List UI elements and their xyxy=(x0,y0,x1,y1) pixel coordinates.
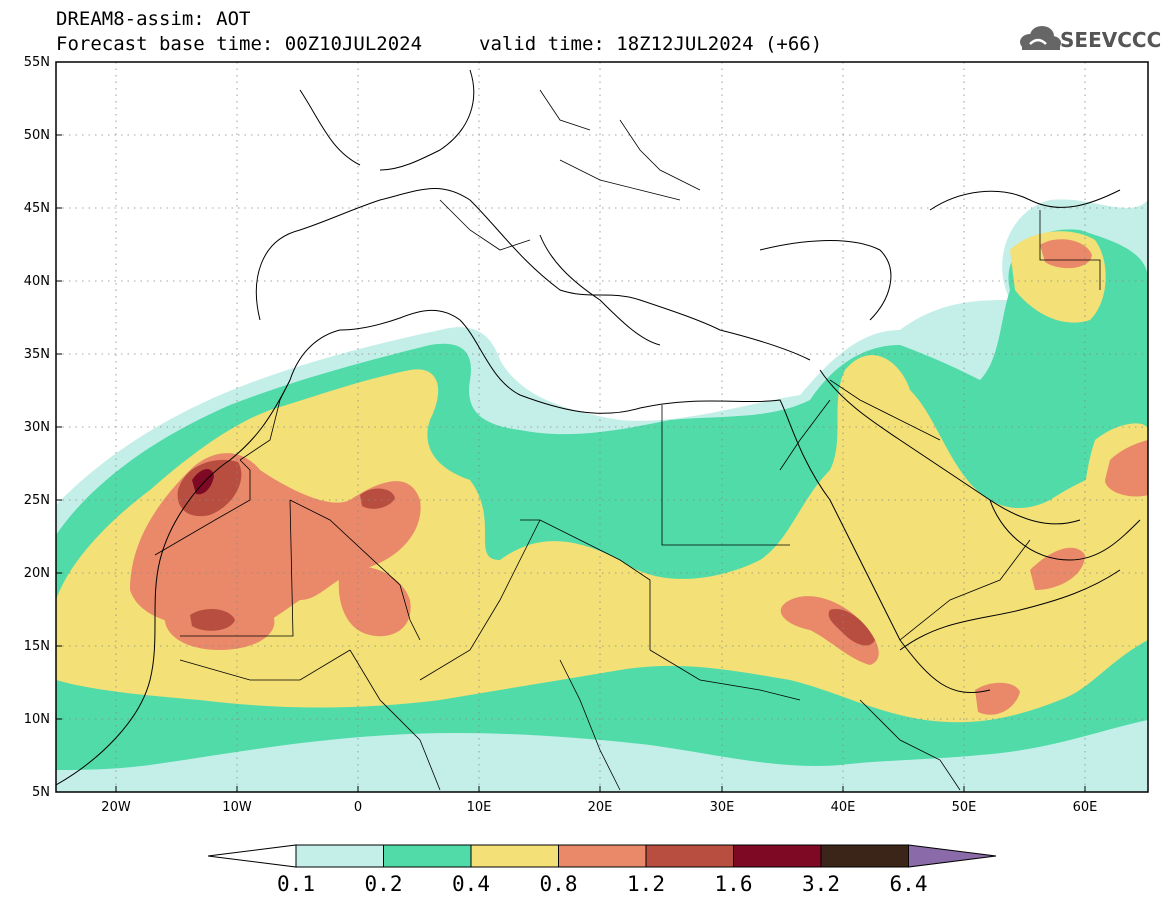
lon-label: 60E xyxy=(1073,800,1098,815)
aot-field xyxy=(56,62,1148,792)
lon-label: 20W xyxy=(101,800,131,815)
lon-axis xyxy=(115,786,1086,792)
lon-labels: 20W 10W 0 10E 20E 30E 40E 50E 60E xyxy=(101,800,1097,815)
aot-band-1.2-redsea xyxy=(828,609,875,646)
lat-label: 30N xyxy=(24,420,50,435)
aot-band-0.4 xyxy=(56,355,1148,723)
lat-label: 40N xyxy=(24,274,50,289)
lat-label: 5N xyxy=(32,785,50,800)
aot-band-1.6 xyxy=(192,469,214,495)
lon-label: 10E xyxy=(467,800,492,815)
lon-label: 50E xyxy=(952,800,977,815)
colorbar-label: 1.2 xyxy=(627,872,665,896)
colorbar-label: 0.8 xyxy=(540,872,578,896)
aot-band-1.2 xyxy=(177,459,242,517)
colorbar: 0.1 0.2 0.4 0.8 1.2 1.6 3.2 6.4 xyxy=(207,844,997,896)
lon-label: 40E xyxy=(831,800,856,815)
lon-label: 10W xyxy=(222,800,252,815)
colorbar-label: 1.6 xyxy=(715,872,753,896)
aot-band-0.8-algeria xyxy=(338,566,411,637)
logo xyxy=(1020,26,1061,50)
colorbar-box xyxy=(820,844,909,868)
colorbar-label: 6.4 xyxy=(890,872,928,896)
colorbar-label: 0.1 xyxy=(277,872,315,896)
aot-band-1.2-mauritania xyxy=(190,608,235,631)
lat-label: 15N xyxy=(24,639,50,654)
colorbar-label: 3.2 xyxy=(802,872,840,896)
colorbar-label: 0.4 xyxy=(452,872,490,896)
aot-band-1.2-algeria xyxy=(360,488,395,509)
lat-axis xyxy=(56,61,62,793)
cloud-icon xyxy=(1020,26,1061,50)
colorbar-under-arrow xyxy=(207,844,297,868)
coastlines xyxy=(56,69,1141,786)
lon-label: 20E xyxy=(588,800,613,815)
aot-band-0.8-redsea xyxy=(780,596,879,665)
lat-label: 35N xyxy=(24,347,50,362)
colorbar-box xyxy=(295,844,384,868)
lon-label: 30E xyxy=(710,800,735,815)
colorbar-box xyxy=(383,844,472,868)
lat-label: 55N xyxy=(24,55,50,70)
colorbar-box xyxy=(645,844,734,868)
aot-band-0.8-caspian xyxy=(1040,239,1092,269)
lat-labels: 55N 50N 45N 40N 35N 30N 25N 20N 15N 10N … xyxy=(24,55,50,800)
forecast-base-time: Forecast base time: 00Z10JUL2024 xyxy=(56,33,423,55)
map-title: DREAM8-assim: AOT xyxy=(56,8,251,30)
lat-lon-grid xyxy=(56,62,1148,792)
colorbar-box xyxy=(470,844,559,868)
lat-label: 25N xyxy=(24,493,50,508)
colorbar-over-arrow xyxy=(908,844,997,868)
aot-band-0.8-india xyxy=(1105,440,1148,497)
colorbar-box xyxy=(733,844,822,868)
lon-label: 0 xyxy=(354,800,362,815)
valid-time: valid time: 18Z12JUL2024 (+66) xyxy=(479,33,823,55)
lat-label: 45N xyxy=(24,201,50,216)
colorbar-box xyxy=(558,844,647,868)
colorbar-label: 0.2 xyxy=(365,872,403,896)
logo-text: SEEVCCC xyxy=(1060,28,1162,52)
borders xyxy=(154,89,1101,791)
lat-label: 20N xyxy=(24,566,50,581)
lat-label: 50N xyxy=(24,128,50,143)
lat-label: 10N xyxy=(24,712,50,727)
aot-band-0.8-oman xyxy=(1030,547,1085,590)
